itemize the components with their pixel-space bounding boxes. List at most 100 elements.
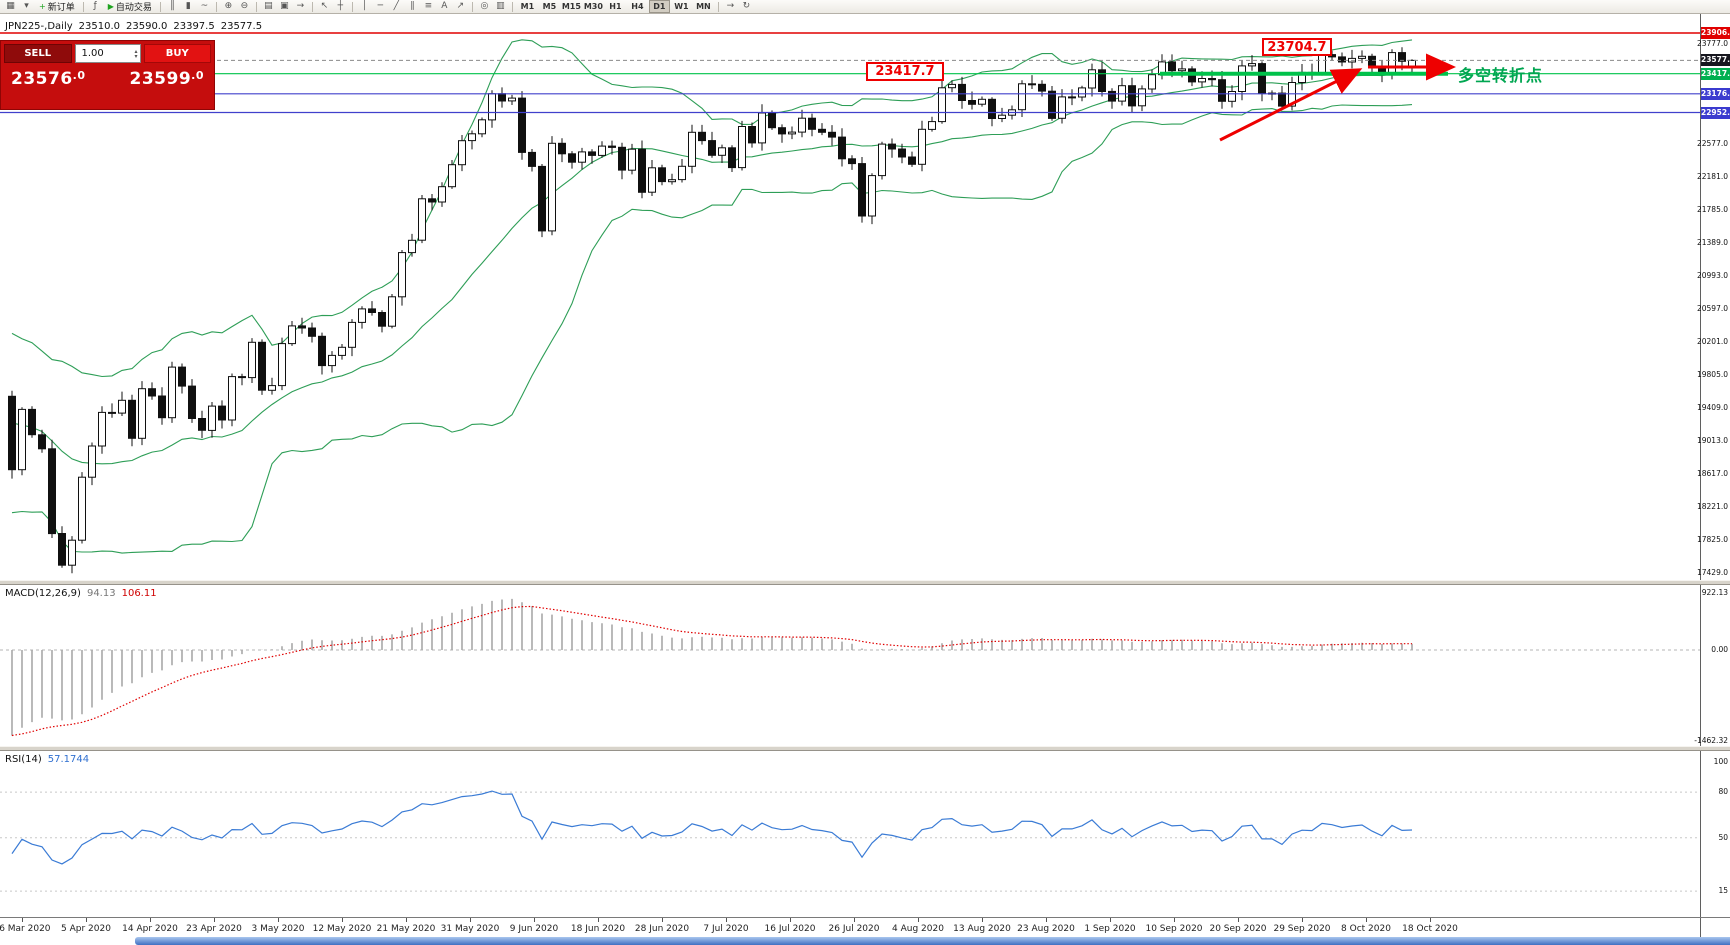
macd-indicator-label: MACD(12,26,9) 94.13 106.11 <box>5 588 157 599</box>
rsi-chart-canvas[interactable] <box>0 751 1700 917</box>
text-label-icon[interactable]: A <box>441 1 448 11</box>
pane-splitter[interactable] <box>0 580 1730 585</box>
bollinger-upper-line <box>11 39 1413 378</box>
date-axis-label: 20 Sep 2020 <box>1209 924 1267 934</box>
date-tick <box>1366 918 1367 922</box>
new-chart-icon[interactable]: ▦ <box>6 1 15 11</box>
bollinger-lower-line <box>11 104 1413 554</box>
toolbar-separator <box>717 1 719 12</box>
horizontal-line-icon[interactable]: ─ <box>377 1 384 11</box>
volume-steppers[interactable]: ▴ ▾ <box>134 47 138 60</box>
cursor-icon[interactable]: ↖ <box>320 1 329 11</box>
crosshair-icon[interactable]: ┼ <box>337 1 344 11</box>
macd-axis-label: -1462.32 <box>1694 735 1728 745</box>
date-axis-label: 7 Jul 2020 <box>703 924 749 934</box>
autotrading-button[interactable]: ▶ 自动交易 <box>104 0 156 13</box>
timeframe-m30[interactable]: M30 <box>583 2 603 11</box>
main-chart-canvas[interactable] <box>0 14 1700 580</box>
price-axis-label: 21389.0 <box>1696 237 1728 247</box>
timeframe-h4[interactable]: H4 <box>631 2 644 11</box>
new-order-button[interactable]: + 新订单 <box>35 0 79 13</box>
date-tick <box>598 918 599 922</box>
pane-splitter[interactable] <box>0 746 1730 751</box>
price-annotation-box: 23704.7 <box>1262 38 1332 56</box>
date-axis-label: 18 Jun 2020 <box>570 924 626 934</box>
indicators-icon[interactable]: ◎ <box>480 1 489 11</box>
tile-windows-icon[interactable]: ▤ <box>264 1 273 11</box>
auto-arrange-icon[interactable]: ▣ <box>280 1 289 11</box>
date-axis-label: 23 Apr 2020 <box>186 924 242 934</box>
price-axis-label: 22577.0 <box>1696 138 1728 148</box>
macd-axis-label: 0.00 <box>1711 645 1728 654</box>
channel-icon[interactable]: ∥ <box>410 1 415 11</box>
chart-window: JPN225-,Daily 23510.0 23590.0 23397.5 23… <box>0 14 1730 945</box>
toolbar-separator <box>82 1 84 12</box>
price-tag: 23577.5 <box>1701 54 1730 67</box>
price-axis-label: 20597.0 <box>1696 303 1728 313</box>
zoom-in-icon[interactable]: ⊕ <box>224 1 233 11</box>
new-order-button-icon: + <box>39 2 46 11</box>
rsi-axis-label: 50 <box>1718 832 1728 842</box>
bear-candles <box>8 52 1406 566</box>
line-chart-icon[interactable]: ~ <box>200 1 209 11</box>
timeframe-h1[interactable]: H1 <box>609 2 622 11</box>
date-axis[interactable]: 26 Mar 2020 5 Apr 2020 14 Apr 2020 23 Apr 2… <box>0 917 1730 937</box>
timeframe-d1[interactable]: D1 <box>648 0 670 13</box>
date-tick <box>1174 918 1175 922</box>
fibonacci-icon[interactable]: ≡ <box>424 1 433 11</box>
date-axis-label: 8 Oct 2020 <box>1341 924 1391 934</box>
autotrading-button-label: 自动交易 <box>115 3 152 13</box>
date-tick <box>406 918 407 922</box>
price-axis-label: 23777.0 <box>1696 38 1728 48</box>
timeframe-w1[interactable]: W1 <box>674 2 689 11</box>
price-axis-label: 20201.0 <box>1696 336 1728 346</box>
candlestick-chart-icon[interactable]: ▮ <box>185 1 191 11</box>
timeframe-m1[interactable]: M1 <box>520 2 535 11</box>
rsi-indicator-label: RSI(14) 57.1744 <box>5 754 89 765</box>
price-axis[interactable]: 23777.0 22577.0 22181.0 21785.0 21389.0 20993… <box>1696 14 1730 580</box>
trendline-icon[interactable]: ╱ <box>393 1 400 11</box>
macd-axis[interactable]: 922.13 0.00 -1462.32 <box>1694 585 1730 746</box>
template-icon[interactable]: ▥ <box>496 1 505 11</box>
scroll-to-end-icon[interactable]: → <box>726 1 735 11</box>
chart-shift-icon[interactable]: → <box>296 1 305 11</box>
buy-button[interactable]: BUY <box>143 44 211 63</box>
bar-chart-icon[interactable]: ║ <box>169 1 176 11</box>
date-axis-corner <box>1700 918 1730 937</box>
date-tick <box>1238 918 1239 922</box>
rsi-axis[interactable]: 100 80 50 15 <box>1700 751 1730 917</box>
date-axis-label: 18 Oct 2020 <box>1402 924 1458 934</box>
price-axis-label: 21785.0 <box>1696 204 1728 214</box>
date-tick <box>1046 918 1047 922</box>
price-annotation-box: 23417.7 <box>866 62 944 81</box>
arrow-tool-icon[interactable]: ↗ <box>456 1 465 11</box>
volume-field[interactable]: 1.00 ▴ ▾ <box>74 44 141 63</box>
one-click-trading-panel: SELL 1.00 ▴ ▾ BUY 23576.0 23599.0 <box>0 40 215 110</box>
timeframe-m5[interactable]: M5 <box>542 2 557 11</box>
date-axis-label: 13 Aug 2020 <box>953 924 1011 934</box>
date-axis-label: 12 May 2020 <box>312 924 372 934</box>
price-tag: 23906.0 <box>1701 27 1730 39</box>
vertical-line-icon[interactable]: │ <box>361 1 368 11</box>
date-axis-label: 4 Aug 2020 <box>892 924 944 934</box>
sell-button[interactable]: SELL <box>4 44 72 63</box>
auto-scroll-icon[interactable]: ↻ <box>742 1 751 11</box>
new-order-button-label: 新订单 <box>47 3 75 13</box>
chart-list-dropdown-icon[interactable]: ▾ <box>24 1 29 11</box>
date-tick <box>470 918 471 922</box>
macd-chart-canvas[interactable] <box>0 585 1700 746</box>
date-axis-label: 16 Jul 2020 <box>764 924 816 934</box>
price-tag: 23417.7 <box>1701 67 1730 80</box>
volume-down-icon[interactable]: ▾ <box>134 52 138 60</box>
trend-arrow <box>1219 68 1363 142</box>
timeframe-mn[interactable]: MN <box>696 2 711 11</box>
rsi-name: RSI(14) <box>5 754 42 765</box>
expert-advisors-icon[interactable]: ƒ <box>93 1 97 11</box>
macd-main-value: 94.13 <box>86 588 116 599</box>
timeframe-m15[interactable]: M15 <box>561 2 581 11</box>
volume-up-icon[interactable]: ▴ <box>134 47 138 55</box>
zoom-out-icon[interactable]: ⊖ <box>240 1 249 11</box>
date-tick <box>1302 918 1303 922</box>
taskbar-strip <box>135 937 1730 945</box>
open-value: 23510.0 <box>78 21 120 32</box>
